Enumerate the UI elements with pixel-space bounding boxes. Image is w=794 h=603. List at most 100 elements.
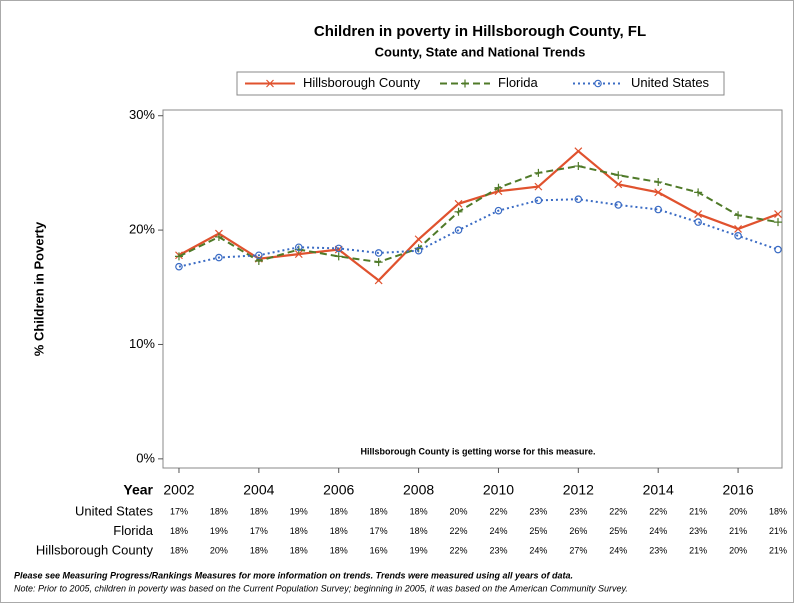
x-tick-label: 2014	[643, 482, 674, 498]
table-value: 25%	[609, 526, 627, 536]
table-value: 18%	[170, 526, 188, 536]
table-value: 21%	[729, 526, 747, 536]
table-value: 21%	[689, 545, 707, 555]
legend-box	[236, 71, 725, 96]
marker	[654, 205, 663, 214]
table-value: 18%	[410, 506, 428, 516]
y-tick-label: 30%	[129, 107, 155, 122]
x-tick-label: 2010	[483, 482, 514, 498]
marker	[175, 262, 183, 271]
marker	[494, 206, 503, 215]
marker	[334, 245, 343, 254]
legend-marker	[594, 79, 602, 88]
table-value: 18%	[410, 526, 428, 536]
series-line	[178, 165, 779, 264]
table-value: 18%	[330, 545, 348, 555]
marker	[694, 218, 702, 226]
table-value: 20%	[450, 506, 468, 516]
series-line	[178, 198, 779, 268]
table-value: 25%	[529, 526, 547, 536]
legend-marker	[266, 79, 274, 88]
table-value: 22%	[609, 506, 627, 516]
marker	[454, 226, 463, 234]
table-value: 17%	[250, 526, 268, 536]
table-value: 21%	[769, 526, 787, 536]
table-value: 24%	[649, 526, 667, 536]
marker	[654, 188, 663, 197]
table-value: 22%	[649, 506, 667, 516]
y-tick-label: 0%	[136, 450, 155, 465]
marker	[174, 252, 183, 261]
table-value: 27%	[569, 545, 587, 555]
marker	[374, 258, 383, 267]
table-value: 17%	[370, 526, 388, 536]
plot-area	[162, 109, 783, 469]
marker	[494, 183, 503, 192]
table-value: 20%	[210, 545, 228, 555]
table-value: 18%	[250, 545, 268, 555]
marker	[534, 182, 543, 191]
table-value: 18%	[290, 545, 308, 555]
series-line	[178, 149, 779, 282]
table-value: 18%	[330, 506, 348, 516]
marker	[374, 249, 383, 257]
table-value: 22%	[450, 545, 468, 555]
marker	[454, 207, 463, 216]
table-value: 18%	[250, 506, 268, 516]
table-value: 20%	[729, 545, 747, 555]
annotation: Hillsborough County is getting worse for…	[360, 446, 595, 456]
table-value: 16%	[370, 545, 388, 555]
marker	[734, 232, 742, 240]
table-row-label: United States	[75, 503, 154, 518]
table-value: 18%	[769, 506, 787, 516]
table-value: 21%	[769, 545, 787, 555]
marker	[574, 195, 583, 204]
table-value: 18%	[210, 506, 228, 516]
marker	[534, 168, 543, 177]
marker	[734, 225, 742, 233]
table-row-label: Hillsborough County	[36, 542, 154, 557]
table-value: 21%	[689, 506, 707, 516]
table-value: 24%	[609, 545, 627, 555]
marker	[334, 244, 343, 253]
legend-label: Hillsborough County	[303, 75, 421, 90]
y-tick-label: 20%	[129, 222, 155, 237]
x-axis-label: Year	[123, 482, 153, 498]
note: Please see Measuring Progress/Rankings M…	[14, 570, 573, 580]
table-value: 23%	[689, 526, 707, 536]
table-value: 23%	[489, 545, 507, 555]
marker	[614, 201, 623, 209]
marker	[215, 253, 223, 262]
chart-title: Children in poverty in Hillsborough Coun…	[314, 23, 646, 40]
table-value: 22%	[450, 526, 468, 536]
y-axis-label: % Children in Poverty	[31, 221, 46, 356]
table-value: 18%	[290, 526, 308, 536]
marker	[734, 211, 743, 220]
y-tick-label: 10%	[129, 336, 155, 351]
marker	[454, 199, 463, 208]
x-tick-label: 2016	[722, 482, 753, 498]
marker	[534, 196, 543, 205]
table-value: 18%	[370, 506, 388, 516]
x-tick-label: 2004	[243, 482, 274, 498]
table-row-label: Florida	[113, 523, 154, 538]
marker	[374, 276, 383, 285]
marker	[414, 235, 423, 244]
table-value: 18%	[170, 545, 188, 555]
table-value: 22%	[489, 506, 507, 516]
table-value: 19%	[290, 506, 308, 516]
marker	[694, 210, 703, 219]
chart-subtitle: County, State and National Trends	[375, 44, 586, 59]
table-value: 19%	[210, 526, 228, 536]
x-tick-label: 2012	[563, 482, 594, 498]
note: Note: Prior to 2005, children in poverty…	[14, 583, 628, 593]
table-value: 23%	[529, 506, 547, 516]
table-value: 26%	[569, 526, 587, 536]
marker	[294, 243, 303, 252]
table-value: 23%	[649, 545, 667, 555]
marker	[214, 232, 223, 241]
legend-marker	[461, 79, 469, 88]
x-tick-label: 2002	[163, 482, 194, 498]
table-value: 19%	[410, 545, 428, 555]
